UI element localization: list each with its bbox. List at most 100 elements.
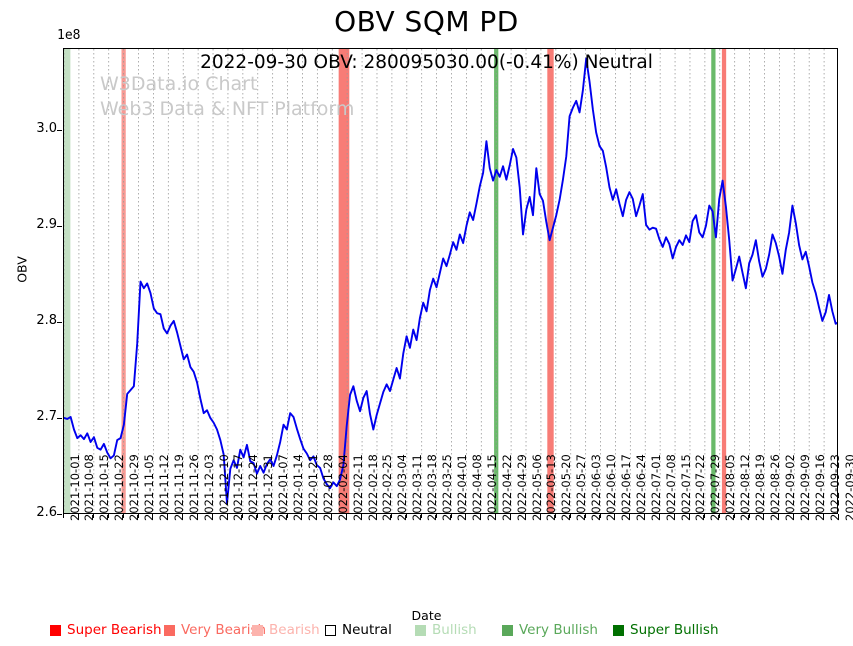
x-tick-mark — [107, 514, 109, 518]
x-tick-label: 2022-09-09 — [797, 454, 812, 521]
legend-swatch-icon — [613, 624, 624, 636]
x-tick-label: 2022-04-08 — [469, 454, 484, 521]
x-tick-label: 2022-05-06 — [529, 454, 544, 521]
x-tick-label: 2022-01-07 — [276, 454, 291, 521]
x-tick-mark — [808, 514, 810, 518]
x-tick-label: 2021-10-01 — [67, 454, 82, 521]
x-tick-mark — [450, 514, 452, 518]
x-tick-mark — [674, 514, 676, 518]
x-tick-label: 2022-08-12 — [738, 454, 753, 521]
legend-entry-super-bullish[interactable]: Super Bullish — [613, 620, 719, 640]
x-tick-label: 2021-12-10 — [216, 454, 231, 521]
x-tick-mark — [718, 514, 720, 518]
x-tick-label: 2022-09-30 — [842, 454, 853, 521]
x-tick-mark — [256, 514, 258, 518]
legend-swatch-icon — [415, 624, 426, 636]
x-tick-mark — [763, 514, 765, 518]
legend-entry-super-bearish[interactable]: Super Bearish — [50, 620, 162, 640]
obv-series-line — [64, 57, 837, 505]
legend-swatch-icon — [252, 624, 263, 636]
x-tick-mark — [63, 514, 64, 518]
x-tick-label: 2021-11-12 — [156, 454, 171, 521]
x-tick-label: 2022-09-23 — [827, 454, 842, 521]
legend-entry-very-bullish[interactable]: Very Bullish — [502, 620, 598, 640]
x-tick-mark — [480, 514, 482, 518]
x-tick-label: 2022-08-26 — [767, 454, 782, 521]
x-tick-label: 2022-08-19 — [753, 454, 768, 521]
legend-entry-neutral[interactable]: Neutral — [325, 620, 392, 640]
x-axis-ticks: 2021-10-01 2021-10-08 2021-10-15 2021-10-22… — [0, 454, 853, 609]
x-tick-mark — [212, 514, 214, 518]
x-tick-mark — [644, 514, 646, 518]
x-tick-label: 2022-07-29 — [708, 454, 723, 521]
x-tick-mark — [375, 514, 377, 518]
signal-band-bullish — [64, 49, 71, 513]
x-tick-mark — [659, 514, 661, 518]
x-tick-label: 2022-01-28 — [320, 454, 335, 521]
x-tick-mark — [137, 514, 139, 518]
x-tick-label: 2021-10-29 — [127, 454, 142, 521]
x-tick-mark — [569, 514, 571, 518]
x-tick-mark — [167, 514, 169, 518]
y-tick-mark — [57, 225, 62, 227]
x-tick-label: 2022-03-18 — [425, 454, 440, 521]
y-tick-label: 2.9 — [36, 216, 57, 232]
x-tick-label: 2022-07-22 — [693, 454, 708, 521]
legend-label: Bearish — [269, 622, 320, 638]
x-tick-mark — [301, 514, 303, 518]
y-tick-label: 2.6 — [36, 505, 57, 520]
chart-title: OBV SQM PD — [334, 5, 519, 38]
x-tick-mark — [241, 514, 243, 518]
plot-canvas — [64, 49, 837, 513]
x-tick-mark — [629, 514, 631, 518]
x-tick-label: 2021-10-08 — [82, 454, 97, 521]
x-tick-mark — [525, 514, 527, 518]
legend-entry-very-bearish[interactable]: Very Bearish — [164, 620, 266, 640]
x-tick-label: 2022-08-05 — [723, 454, 738, 521]
x-tick-label: 2021-10-22 — [112, 454, 127, 521]
legend-swatch-icon — [502, 624, 513, 636]
x-tick-label: 2022-05-27 — [574, 454, 589, 521]
x-tick-mark — [688, 514, 690, 518]
obv-line-group — [64, 57, 837, 505]
x-tick-mark — [361, 514, 363, 518]
x-tick-mark — [77, 514, 79, 518]
x-tick-mark — [748, 514, 750, 518]
legend-label: Super Bearish — [67, 622, 162, 638]
x-tick-mark — [316, 514, 318, 518]
x-tick-label: 2022-04-01 — [455, 454, 469, 521]
x-tick-label: 2022-03-11 — [410, 454, 425, 521]
y-tick-mark — [57, 321, 62, 323]
signal-band-bearish — [721, 49, 727, 513]
x-tick-label: 2021-11-26 — [186, 454, 201, 521]
x-tick-label: 2022-04-15 — [484, 454, 499, 521]
x-tick-mark — [182, 514, 184, 518]
x-tick-label: 2021-11-19 — [171, 454, 186, 521]
x-tick-label: 2021-12-17 — [231, 454, 246, 521]
x-tick-label: 2021-11-05 — [142, 454, 157, 521]
x-tick-label: 2022-07-01 — [648, 454, 663, 521]
x-tick-label: 2022-02-04 — [335, 454, 350, 521]
legend-entry-bearish[interactable]: Bearish — [252, 620, 320, 640]
plot-area — [63, 48, 838, 514]
legend-swatch-icon — [50, 624, 61, 636]
legend-label: Very Bearish — [181, 622, 267, 638]
x-tick-mark — [539, 514, 541, 518]
x-tick-label: 2022-01-14 — [291, 454, 306, 521]
x-tick-label: 2022-06-17 — [618, 454, 633, 521]
x-tick-label: 2022-01-21 — [305, 454, 320, 521]
y-tick-mark — [57, 514, 62, 515]
x-tick-label: 2022-06-10 — [604, 454, 619, 521]
legend-entry-bullish[interactable]: Bullish — [415, 620, 477, 640]
x-tick-mark — [823, 514, 825, 518]
x-tick-mark — [614, 514, 616, 518]
x-tick-label: 2022-03-04 — [395, 454, 410, 521]
x-tick-label: 2022-02-11 — [350, 454, 365, 521]
x-tick-mark — [420, 514, 422, 518]
y-tick-label: 2.8 — [36, 312, 57, 328]
signal-band-very-bullish — [711, 49, 716, 513]
legend-label: Bullish — [432, 622, 477, 638]
chart-legend: Super Bearish Very Bearish Bearish Neutral B… — [0, 620, 853, 644]
x-tick-label: 2022-09-02 — [782, 454, 797, 521]
